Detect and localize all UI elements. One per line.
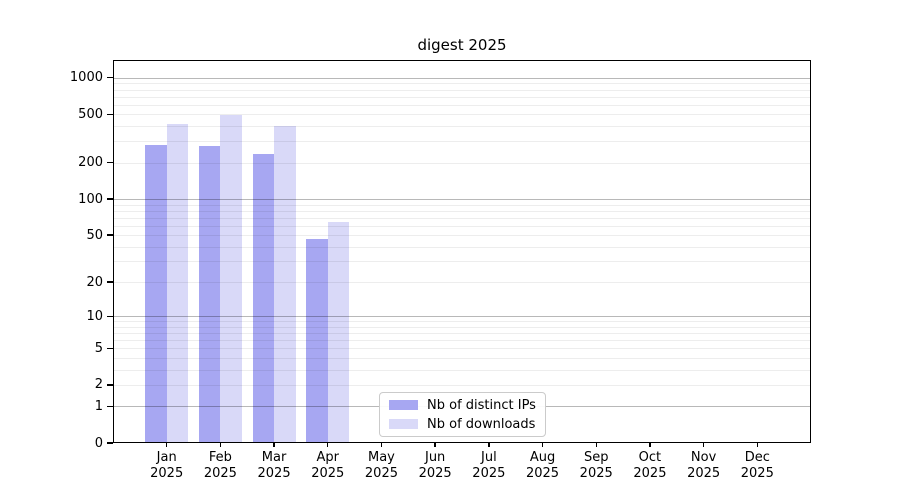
x-tick-label: Nov 2025	[687, 450, 721, 481]
y-tick-mark	[107, 281, 113, 283]
x-tick-label: Jan 2025	[150, 450, 184, 481]
legend-swatch-downloads	[389, 419, 418, 429]
legend-item-downloads: Nb of downloads	[389, 417, 536, 432]
gridline-major	[113, 199, 811, 201]
bar-distinct-ips	[145, 145, 167, 443]
x-tick-label: Dec 2025	[740, 450, 774, 481]
y-tick-mark	[107, 442, 113, 444]
gridline-minor	[113, 89, 811, 91]
y-tick-label: 10	[86, 308, 103, 324]
x-tick-mark	[273, 443, 275, 447]
y-tick-label: 1000	[69, 70, 103, 86]
y-tick-mark	[107, 234, 113, 236]
legend-swatch-distinct-ips	[389, 400, 418, 410]
x-tick-mark	[595, 443, 597, 447]
bar-distinct-ips	[252, 154, 275, 443]
gridline-minor	[113, 261, 811, 263]
gridline-minor	[113, 235, 811, 237]
x-tick-label: Jul 2025	[472, 450, 506, 481]
x-tick-mark	[756, 443, 758, 447]
legend-label-distinct-ips: Nb of distinct IPs	[427, 397, 536, 413]
gridline-minor	[113, 126, 811, 128]
y-tick-label: 100	[78, 191, 103, 207]
gridline-minor	[113, 204, 811, 206]
gridline-minor	[113, 246, 811, 248]
y-tick-label: 200	[78, 155, 103, 171]
y-tick-mark	[107, 198, 113, 200]
gridline-minor	[113, 104, 811, 106]
y-tick-mark	[107, 113, 113, 116]
x-tick-label: Sep 2025	[579, 450, 613, 481]
x-tick-label: Mar 2025	[257, 450, 291, 481]
x-tick-mark	[488, 443, 490, 447]
x-tick-label: Oct 2025	[633, 450, 667, 481]
gridline-minor	[113, 83, 811, 85]
gridline-minor	[113, 114, 811, 116]
x-tick-mark	[219, 443, 222, 447]
y-tick-mark	[107, 77, 113, 79]
x-tick-label: Apr 2025	[311, 450, 345, 481]
y-tick-label: 20	[86, 274, 103, 290]
gridline-minor	[113, 369, 811, 371]
y-tick-mark	[107, 315, 113, 317]
plot-area	[113, 60, 811, 443]
gridline-minor	[113, 282, 811, 284]
x-tick-mark	[327, 443, 329, 447]
gridline-minor	[113, 333, 811, 335]
gridline-minor	[113, 326, 811, 328]
y-tick-mark	[107, 161, 113, 164]
x-tick-mark	[380, 443, 383, 447]
gridline-minor	[113, 321, 811, 323]
y-tick-label: 500	[78, 106, 103, 122]
bar-downloads	[327, 222, 350, 443]
gridline-minor	[113, 141, 811, 143]
gridline-minor	[113, 225, 811, 227]
x-tick-mark	[649, 443, 651, 447]
y-tick-label: 2	[94, 377, 103, 393]
x-tick-mark	[434, 443, 436, 447]
x-tick-mark	[541, 443, 544, 447]
y-tick-label: 0	[94, 435, 103, 451]
gridline-major	[113, 77, 811, 79]
gridline-minor	[113, 96, 811, 98]
legend-label-downloads: Nb of downloads	[427, 416, 536, 432]
gridline-minor	[113, 162, 811, 164]
bar-downloads	[166, 123, 189, 443]
bar-downloads	[220, 114, 242, 443]
chart-title: digest 2025	[417, 36, 507, 54]
gridline-minor	[113, 357, 811, 359]
gridline-minor	[113, 210, 811, 212]
x-tick-mark	[165, 443, 168, 447]
y-tick-mark	[107, 384, 113, 386]
y-tick-label: 1	[94, 398, 103, 414]
gridline-minor	[113, 217, 811, 219]
x-tick-label: Aug 2025	[525, 450, 560, 481]
gridline-minor	[113, 348, 811, 350]
x-tick-label: Jun 2025	[418, 450, 452, 481]
gridline-minor	[113, 384, 811, 386]
x-tick-label: May 2025	[364, 450, 398, 481]
gridline-major	[113, 316, 811, 318]
y-tick-mark	[107, 347, 113, 349]
bar-downloads	[274, 125, 296, 443]
x-tick-mark	[702, 443, 705, 447]
y-tick-label: 50	[86, 227, 103, 243]
y-tick-mark	[107, 405, 113, 408]
legend-item-distinct-ips: Nb of distinct IPs	[389, 398, 536, 413]
gridline-minor	[113, 340, 811, 342]
x-tick-label: Feb 2025	[203, 450, 237, 481]
bar-distinct-ips	[198, 146, 221, 443]
bar-distinct-ips	[306, 239, 328, 443]
legend: Nb of distinct IPs Nb of downloads	[379, 392, 546, 437]
y-tick-label: 5	[94, 340, 103, 356]
